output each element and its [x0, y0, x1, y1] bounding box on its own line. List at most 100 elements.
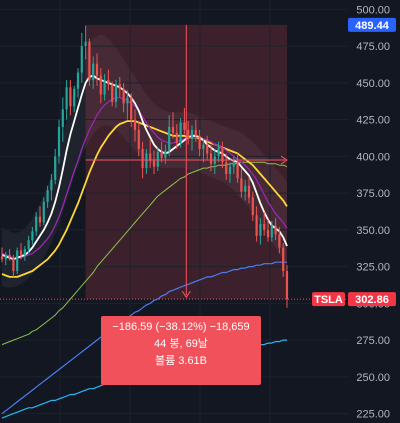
candle-body	[202, 144, 205, 150]
candle	[187, 121, 190, 145]
candle	[209, 144, 213, 172]
candle	[80, 32, 83, 83]
candle	[46, 185, 49, 208]
candle-body	[228, 166, 232, 175]
candle-body	[103, 79, 106, 95]
candle	[198, 129, 201, 157]
candle	[156, 147, 159, 172]
candle	[194, 119, 197, 142]
candle-body	[8, 254, 11, 258]
candle	[31, 226, 34, 245]
candle	[145, 149, 148, 175]
candle-body	[38, 216, 42, 223]
candle-body	[107, 79, 110, 85]
price-axis-tick: 375.00	[356, 188, 390, 200]
ma-line-olive	[1, 161, 288, 346]
candle-body	[27, 240, 30, 249]
candle-body	[259, 223, 262, 236]
candle	[270, 221, 273, 242]
candle	[263, 212, 266, 236]
candle-body	[4, 254, 7, 260]
candle	[107, 69, 110, 91]
candle	[99, 68, 102, 104]
price-axis-tick: 275.00	[356, 335, 390, 347]
candle-body	[206, 144, 209, 154]
candle	[35, 212, 38, 236]
measure-volume-text: 볼륨 3.61B	[154, 355, 208, 367]
candle	[57, 119, 61, 164]
measure-lines	[0, 24, 348, 300]
candle-body	[57, 126, 61, 157]
ma-line-white	[1, 74, 288, 261]
candle-body	[171, 126, 175, 133]
candle-body	[122, 88, 125, 104]
candle	[137, 121, 140, 157]
candle	[38, 206, 42, 227]
candle	[50, 174, 53, 201]
candle	[266, 219, 270, 242]
candle	[251, 191, 254, 222]
candle-body	[16, 250, 19, 272]
high-price-label-bg	[348, 17, 396, 32]
candle	[160, 141, 163, 163]
candle-body	[145, 153, 148, 169]
candle	[19, 243, 23, 260]
candle-body	[73, 88, 76, 107]
candle	[175, 124, 178, 150]
candle-body	[126, 97, 129, 104]
candle-body	[225, 162, 228, 175]
candle	[183, 107, 186, 135]
candles	[0, 25, 289, 308]
candle-body	[76, 72, 80, 89]
candle	[236, 153, 239, 183]
candle-body	[236, 162, 239, 179]
candle-body	[266, 229, 270, 238]
measure-arrow-down	[181, 290, 191, 299]
candle-body	[179, 122, 182, 144]
candle-body	[168, 126, 171, 151]
candle-body	[255, 215, 258, 236]
candle-body	[270, 225, 273, 238]
candle	[23, 246, 26, 261]
candle-body	[92, 63, 95, 80]
candle-body	[137, 129, 140, 150]
candle	[12, 254, 15, 277]
candle	[42, 197, 45, 226]
candle	[282, 243, 285, 277]
candle-body	[69, 87, 72, 107]
candle-body	[31, 231, 34, 241]
measure-tooltip: −186.59 (−38.12%) −18,659 44 봉, 69날 볼륨 3…	[101, 316, 261, 385]
candle-body	[217, 147, 220, 157]
candle	[4, 251, 7, 266]
candle-body	[95, 63, 99, 76]
price-axis-tick: 350.00	[356, 225, 390, 237]
candle-body	[152, 160, 156, 167]
price-labels: 489.44 TSLA 302.86	[312, 17, 396, 307]
candle	[95, 53, 99, 86]
candle-body	[190, 129, 194, 139]
candle	[152, 150, 156, 175]
candle-body	[187, 129, 190, 139]
candle	[202, 138, 205, 163]
candle-body	[61, 109, 64, 127]
candle-body	[194, 129, 197, 136]
candle-body	[160, 151, 163, 158]
candle-body	[156, 151, 159, 167]
candle	[65, 79, 68, 120]
price-axis-tick: 450.00	[356, 78, 390, 90]
candle-body	[183, 122, 186, 130]
candle	[92, 56, 95, 89]
symbol-label: TSLA	[314, 294, 343, 306]
candle	[118, 76, 121, 98]
candle-body	[282, 247, 285, 272]
candle-body	[84, 41, 87, 47]
measure-arrow-right	[280, 155, 288, 165]
candle	[259, 218, 262, 245]
ma-line-purple	[1, 96, 288, 259]
candle-body	[240, 178, 243, 192]
candle	[0, 247, 4, 263]
candle-body	[244, 185, 247, 192]
candle	[149, 138, 152, 169]
